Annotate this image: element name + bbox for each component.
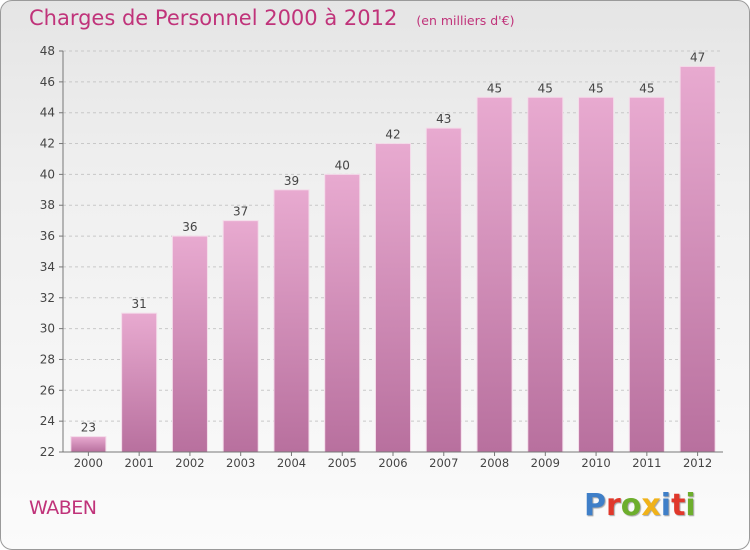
x-tick-label: 2003	[226, 456, 255, 470]
logo-letter: r	[606, 488, 621, 523]
chart-title: Charges de Personnel 2000 à 2012	[29, 6, 398, 30]
data-label: 40	[335, 158, 350, 172]
logo-letter: t	[671, 488, 686, 523]
bars	[70, 65, 716, 453]
chart-subtitle: (en milliers d'€)	[416, 13, 515, 28]
x-tick-label: 2012	[683, 456, 712, 470]
logo-letter: P	[584, 488, 606, 523]
y-tick-label: 40	[40, 167, 55, 181]
logo-letter: i	[660, 488, 672, 523]
bar	[222, 220, 259, 453]
y-tick-label: 42	[40, 137, 55, 151]
title-row: Charges de Personnel 2000 à 2012 (en mil…	[29, 6, 514, 30]
x-tick-label: 2001	[125, 456, 154, 470]
place-name: WABEN	[29, 497, 97, 519]
axes	[59, 50, 723, 456]
bar	[70, 436, 107, 453]
proxiti-logo: Proxiti	[584, 488, 696, 523]
logo-letter: i	[685, 488, 696, 523]
data-label: 45	[538, 81, 553, 95]
data-label: 31	[132, 297, 147, 311]
y-tick-label: 28	[40, 352, 55, 366]
x-tick-label: 2011	[632, 456, 661, 470]
data-label: 45	[588, 81, 603, 95]
x-tick-label: 2000	[74, 456, 103, 470]
data-label: 47	[690, 50, 705, 64]
bar	[628, 96, 665, 453]
bar	[374, 143, 412, 453]
bar	[679, 65, 716, 453]
bar	[527, 96, 564, 453]
bar	[273, 189, 310, 453]
data-label: 39	[284, 174, 299, 188]
data-label: 45	[487, 81, 502, 95]
bar	[578, 96, 615, 453]
x-tick-label: 2005	[328, 456, 357, 470]
y-tick-label: 44	[40, 106, 55, 120]
data-label: 37	[233, 205, 248, 219]
bar	[476, 96, 513, 453]
logo-letter: x	[641, 488, 661, 523]
y-tick-label: 46	[40, 75, 55, 89]
data-label: 45	[639, 81, 654, 95]
x-tick-label: 2008	[480, 456, 509, 470]
bar	[171, 235, 208, 453]
y-tick-label: 36	[40, 229, 55, 243]
x-tick-label: 2006	[378, 456, 407, 470]
x-tick-label: 2007	[429, 456, 458, 470]
bar	[324, 173, 361, 453]
labels: 22 24 26 28 30 32 34 36 38 40 42 44 46 48 23 2000 31 2001…	[40, 44, 713, 470]
x-tick-label: 2004	[277, 456, 306, 470]
y-tick-label: 48	[40, 44, 55, 58]
x-tick-label: 2009	[531, 456, 560, 470]
data-label: 43	[436, 112, 451, 126]
x-tick-label: 2002	[175, 456, 204, 470]
bar	[425, 127, 462, 453]
y-tick-label: 26	[40, 383, 55, 397]
y-tick-label: 38	[40, 198, 55, 212]
data-label: 36	[182, 220, 197, 234]
x-tick-label: 2010	[581, 456, 610, 470]
y-tick-label: 34	[40, 260, 55, 274]
bar	[121, 312, 158, 453]
data-label: 42	[385, 128, 400, 142]
y-tick-label: 24	[40, 414, 55, 428]
y-tick-label: 22	[40, 445, 55, 459]
y-tick-label: 32	[40, 291, 55, 305]
data-label: 23	[81, 421, 96, 435]
y-tick-label: 30	[40, 322, 55, 336]
logo-letter: o	[620, 488, 642, 523]
